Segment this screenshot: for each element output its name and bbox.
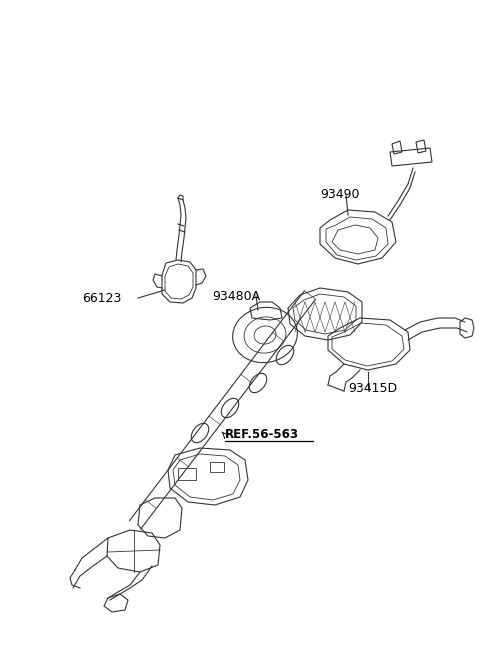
Text: 93490: 93490	[320, 188, 360, 201]
Text: 93415D: 93415D	[348, 382, 397, 394]
Text: 93480A: 93480A	[212, 289, 260, 302]
Text: 66123: 66123	[82, 291, 121, 304]
Text: REF.56-563: REF.56-563	[225, 428, 299, 441]
